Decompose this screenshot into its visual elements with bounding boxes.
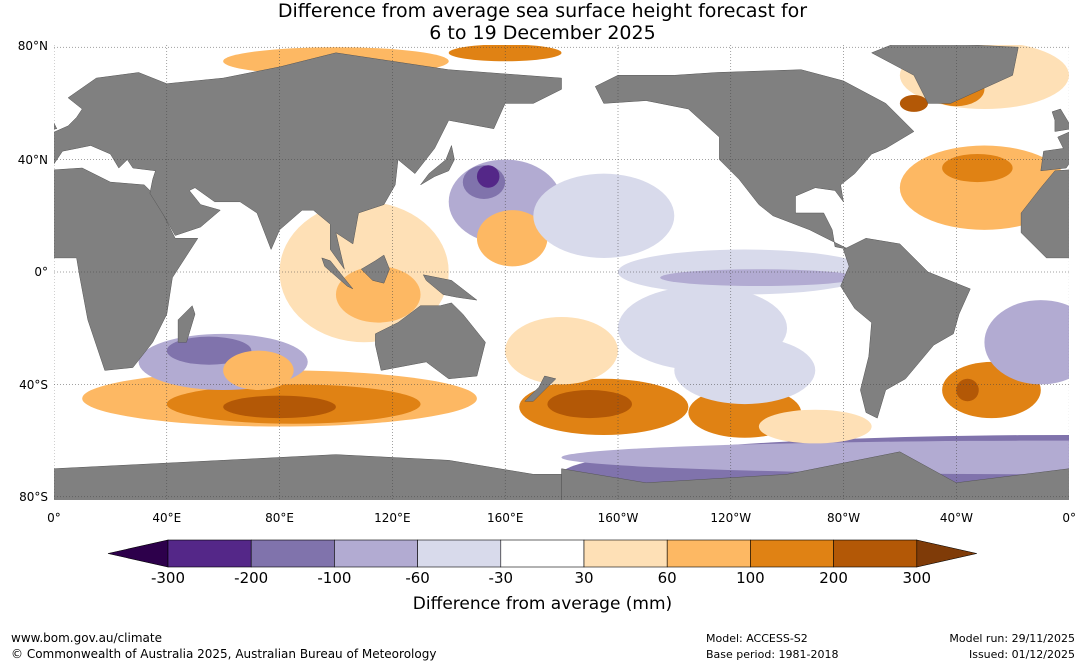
footer-issued: Issued: 01/12/2025 [968, 648, 1075, 661]
lon-label: 40°E [152, 511, 182, 525]
colorbar-tick-label: -60 [405, 569, 430, 587]
colorbar-tick-label: 60 [657, 569, 677, 587]
lon-label: 160°W [597, 511, 639, 525]
landmass-antarctica [54, 454, 562, 500]
lat-label: 40°N [17, 153, 48, 167]
footer-model-run: Model run: 29/11/2025 [949, 632, 1075, 645]
anomaly-region [223, 350, 294, 391]
anomaly-region [984, 300, 1069, 385]
anomaly-region [899, 94, 929, 112]
colorbar-tick-label: 30 [574, 569, 594, 587]
lon-label: 0° [47, 511, 61, 525]
anomaly-region [335, 266, 421, 323]
landmass-borneo [360, 254, 390, 284]
colorbar-segment [167, 539, 252, 568]
anomaly-region [223, 395, 336, 419]
landmass-africa [1020, 169, 1069, 259]
colorbar-segment [500, 539, 585, 568]
footer-url[interactable]: www.bom.gov.au/climate [11, 631, 162, 645]
title-line2: 6 to 19 December 2025 [429, 22, 656, 44]
anomaly-region [660, 269, 858, 287]
colorbar-tick-label: -200 [234, 569, 269, 587]
footer-base-period: Base period: 1981-2018 [706, 648, 839, 661]
lon-label: 160°E [486, 511, 524, 525]
anomaly-region [561, 440, 1069, 475]
lon-label: 80°W [827, 511, 861, 525]
landmass-antarctica [561, 451, 1069, 500]
lon-label: 0° [1062, 511, 1076, 525]
colorbar-tick-label: -100 [317, 569, 352, 587]
anomaly-region [476, 210, 548, 267]
lat-label: 40°S [19, 378, 48, 392]
lat-label: 80°N [17, 39, 48, 53]
anomaly-region [448, 45, 562, 62]
landmass-madagascar [177, 305, 196, 343]
colorbar-segment [833, 539, 918, 568]
colorbar-extend-low [107, 539, 169, 568]
colorbar-tick-label: -30 [488, 569, 514, 587]
landmass-nz [524, 375, 557, 402]
lon-label: 120°E [374, 511, 411, 525]
anomaly-region [166, 336, 252, 365]
title-line1: Difference from average sea surface heig… [277, 0, 808, 22]
colorbar-segment [666, 539, 751, 568]
anomaly-region [547, 390, 632, 419]
anomaly-region [476, 165, 500, 188]
colorbar-segment [417, 539, 502, 568]
footer-model: Model: ACCESS-S2 [706, 632, 808, 645]
colorbar-tick-label: 200 [819, 569, 848, 587]
lat-label: 0° [34, 265, 48, 279]
colorbar-tick-label: 100 [736, 569, 765, 587]
colorbar-segment [583, 539, 668, 568]
landmass-sumatra [321, 257, 354, 290]
colorbar-tick-label: 300 [902, 569, 932, 587]
colorbar-segment [750, 539, 834, 568]
landmass-eurasia [1040, 131, 1069, 172]
anomaly-region [942, 153, 1013, 183]
landmass-greenland [871, 45, 1019, 104]
anomaly-region [674, 336, 816, 405]
lon-label: 40°W [939, 511, 973, 525]
lon-label: 120°W [710, 511, 752, 525]
colorbar-label: Difference from average (mm) [412, 594, 673, 614]
anomaly-region [956, 378, 979, 402]
colorbar-extend-high [916, 539, 977, 568]
landmass-uk [1051, 108, 1069, 132]
landmass-eurasia [54, 52, 562, 270]
landmass-japan [420, 144, 455, 186]
anomaly-region [505, 316, 618, 385]
lat-label: 80°S [19, 490, 48, 504]
colorbar-segment [250, 539, 335, 568]
lon-label: 80°E [265, 511, 295, 525]
sea-surface-height-map [54, 45, 1069, 500]
colorbar-segment [334, 539, 418, 568]
footer-copyright: © Commonwealth of Australia 2025, Austra… [11, 647, 437, 661]
landmass-australia [375, 302, 486, 380]
anomaly-region [533, 173, 675, 258]
colorbar-tick-label: -300 [150, 569, 186, 587]
landmass-namerica [594, 69, 915, 250]
anomaly-region [758, 409, 872, 444]
landmass-africa [54, 167, 199, 371]
landmass-newguinea [422, 274, 478, 301]
colorbar [107, 539, 977, 568]
landmass-uk [54, 122, 58, 130]
